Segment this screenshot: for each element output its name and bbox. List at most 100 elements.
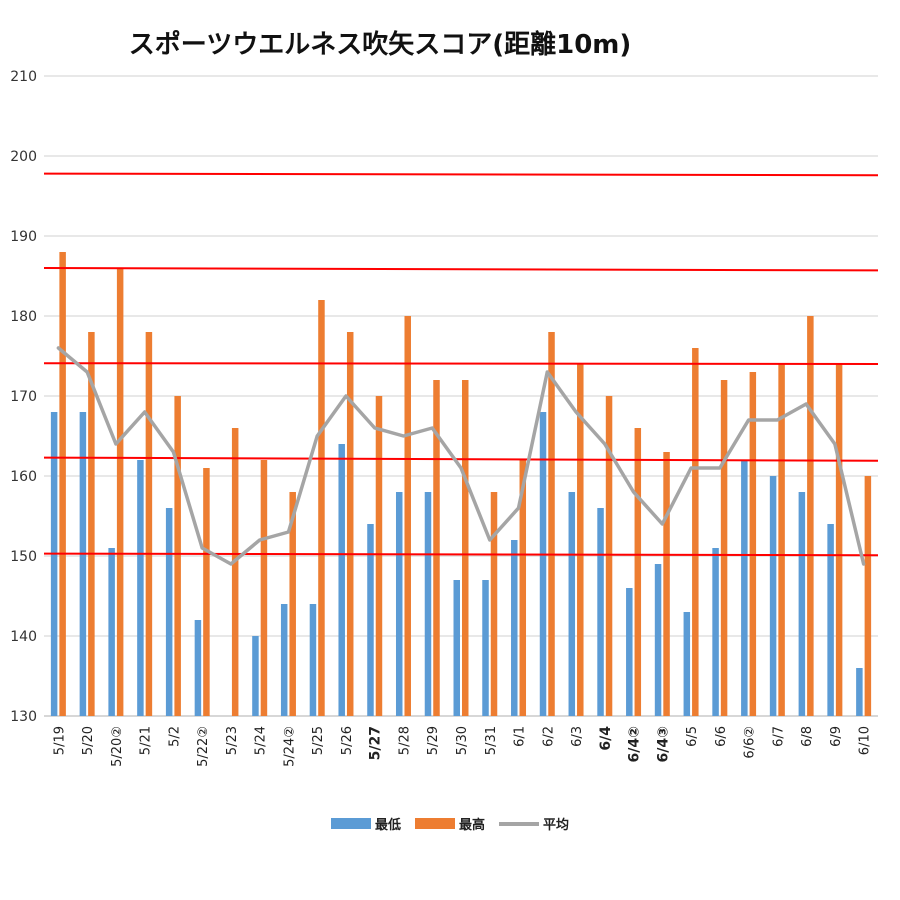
bar-max <box>145 332 153 716</box>
x-tick-label: 5/20 <box>81 726 96 755</box>
y-tick-label: 150 <box>10 549 37 565</box>
bar-max <box>59 252 66 716</box>
bar-min <box>309 604 317 716</box>
bar-min <box>453 580 460 716</box>
bars <box>50 252 872 716</box>
bar-min <box>626 588 633 716</box>
bar-max <box>548 332 555 716</box>
bar-max <box>663 452 670 716</box>
bar-max <box>835 364 843 716</box>
bar-min <box>137 460 144 716</box>
bar-max <box>720 380 728 716</box>
bar-min <box>741 460 748 716</box>
legend-swatch <box>414 818 455 829</box>
bar-max <box>289 492 296 716</box>
bar-min <box>79 412 87 716</box>
y-axis-ticks: 130 140 150 160 170 180 190 200 210 <box>10 69 37 725</box>
bar-max <box>778 364 785 716</box>
x-tick-label: 5/21 <box>139 726 154 755</box>
gridlines <box>44 75 878 717</box>
bar-min <box>683 612 691 716</box>
bar-min <box>367 524 374 716</box>
bar-max <box>231 428 239 716</box>
x-tick-label: 6/7 <box>771 726 786 747</box>
x-tick-label: 6/4③ <box>655 726 671 762</box>
y-tick-label: 210 <box>10 69 37 85</box>
bar-min <box>654 564 662 716</box>
bar-min <box>50 412 58 716</box>
reference-line <box>43 456 879 462</box>
legend-label: 最低 <box>374 818 401 833</box>
x-tick-label: 6/2 <box>541 726 556 747</box>
bar-min <box>108 548 115 716</box>
bar-max <box>490 492 498 716</box>
x-tick-label: 6/8 <box>800 726 815 747</box>
legend-item: 最低 <box>330 814 401 833</box>
bar-max <box>519 460 527 716</box>
bar-min <box>165 508 173 716</box>
x-tick-label: 5/31 <box>484 726 499 755</box>
bar-min <box>511 540 518 716</box>
bar-min <box>769 476 777 716</box>
average-line <box>56 346 866 566</box>
bar-min <box>395 492 403 716</box>
bar-min <box>856 668 863 716</box>
legend-item: 平均 <box>499 814 569 833</box>
x-tick-label: 5/2 <box>167 726 182 747</box>
bar-max <box>375 396 383 716</box>
x-tick-label: 6/3 <box>570 726 585 747</box>
x-tick-label: 5/24② <box>282 726 297 767</box>
bar-max <box>174 396 181 716</box>
legend-item: 最高 <box>414 814 485 833</box>
x-tick-label: 5/26 <box>340 726 355 755</box>
x-tick-label: 5/22② <box>196 726 211 767</box>
bar-max <box>404 316 411 716</box>
bar-min <box>568 492 576 716</box>
x-tick-label: 6/4 <box>598 726 614 751</box>
y-tick-label: 170 <box>10 389 37 405</box>
x-tick-label: 6/5 <box>685 726 700 747</box>
x-tick-label: 6/10 <box>858 726 873 755</box>
y-tick-label: 180 <box>10 309 37 325</box>
reference-line <box>43 267 879 272</box>
x-tick-label: 5/25 <box>311 726 326 755</box>
reference-line <box>43 362 879 365</box>
y-tick-label: 200 <box>10 149 37 165</box>
bar-max <box>605 396 613 716</box>
x-tick-label: 6/4② <box>627 726 643 762</box>
x-tick-label: 6/6② <box>743 726 758 759</box>
bar-max <box>318 300 325 716</box>
bar-max <box>807 316 814 716</box>
reference-lines <box>43 172 879 557</box>
legend-swatch <box>330 818 371 829</box>
bar-min <box>827 524 834 716</box>
y-tick-label: 160 <box>10 469 37 485</box>
bar-max <box>864 476 872 716</box>
bar-min <box>798 492 806 716</box>
reference-line <box>43 552 879 557</box>
x-tick-label: 5/28 <box>397 726 412 755</box>
x-tick-label: 5/27 <box>368 726 384 760</box>
bar-min <box>482 580 489 716</box>
bar-min <box>194 620 202 716</box>
x-tick-label: 5/30 <box>455 726 470 755</box>
bar-min <box>280 604 288 716</box>
bar-min <box>338 444 345 716</box>
legend: 最低 最高 平均 <box>0 814 900 833</box>
bar-max <box>116 268 124 716</box>
bar-max <box>692 348 699 716</box>
legend-label: 最高 <box>458 818 485 833</box>
y-tick-label: 190 <box>10 229 37 245</box>
bar-max <box>88 332 95 716</box>
bar-min <box>424 492 432 716</box>
x-tick-label: 5/20② <box>110 726 125 767</box>
x-tick-label: 5/24 <box>254 726 269 755</box>
bar-min <box>252 636 259 716</box>
y-tick-label: 130 <box>10 709 37 725</box>
x-axis-ticks: 5/19 5/20 5/20② 5/21 5/2 5/22② 5/23 5/24 5/24② 5/… <box>52 726 872 767</box>
x-tick-label: 6/9 <box>829 726 844 747</box>
bar-max <box>634 428 642 716</box>
bar-max <box>577 364 584 716</box>
bar-min <box>712 548 719 716</box>
